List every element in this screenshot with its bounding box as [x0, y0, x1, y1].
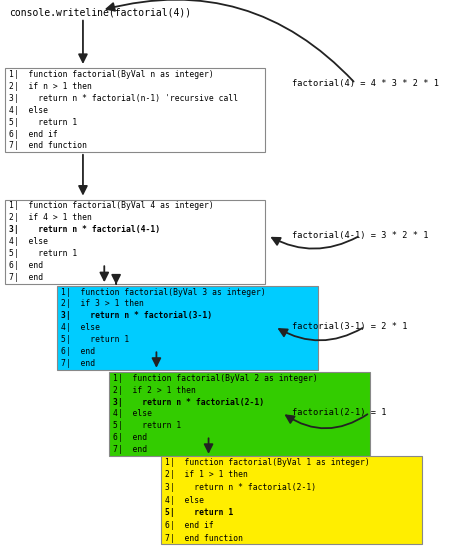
Bar	[5, 69, 265, 152]
Text: 2|  if n > 1 then: 2| if n > 1 then	[9, 82, 91, 91]
Text: 1|  function factorial(ByVal n as integer): 1| function factorial(ByVal n as integer…	[9, 70, 213, 79]
Text: 4|  else: 4| else	[113, 409, 152, 418]
Text: 2|  if 3 > 1 then: 2| if 3 > 1 then	[61, 300, 144, 309]
Text: 6|  end if: 6| end if	[165, 521, 214, 530]
Text: 4|  else: 4| else	[61, 324, 100, 333]
Text: 6|  end: 6| end	[9, 261, 43, 270]
Text: 4|  else: 4| else	[165, 496, 204, 505]
Text: 3|    return n * factorial(n-1) 'recursive call: 3| return n * factorial(n-1) 'recursive …	[9, 94, 237, 102]
Text: 2|  if 4 > 1 then: 2| if 4 > 1 then	[9, 213, 91, 222]
Text: 2|  if 2 > 1 then: 2| if 2 > 1 then	[113, 385, 196, 394]
Text: 3|    return n * factorial(3-1): 3| return n * factorial(3-1)	[61, 311, 212, 320]
Text: 5|    return 1: 5| return 1	[9, 118, 77, 126]
Text: factorial(4) = 4 * 3 * 2 * 1: factorial(4) = 4 * 3 * 2 * 1	[292, 79, 438, 88]
Text: 6|  end: 6| end	[61, 347, 95, 356]
Bar	[109, 372, 370, 456]
Text: 5|    return 1: 5| return 1	[113, 422, 181, 431]
Text: 2|  if 1 > 1 then: 2| if 1 > 1 then	[165, 470, 248, 479]
Text: 1|  function factorial(ByVal 3 as integer): 1| function factorial(ByVal 3 as integer…	[61, 287, 265, 296]
Text: 4|  else: 4| else	[9, 237, 47, 246]
Text: 3|    return n * factorial(4-1): 3| return n * factorial(4-1)	[9, 226, 160, 234]
Text: 1|  function factorial(ByVal 1 as integer): 1| function factorial(ByVal 1 as integer…	[165, 457, 370, 467]
Text: 5|    return 1: 5| return 1	[9, 249, 77, 258]
Text: 3|    return n * factorial(2-1): 3| return n * factorial(2-1)	[165, 483, 316, 492]
Text: 7|  end function: 7| end function	[9, 141, 87, 150]
Text: 7|  end: 7| end	[113, 445, 147, 455]
Bar	[161, 456, 422, 544]
Text: factorial(2-1) = 1: factorial(2-1) = 1	[292, 408, 386, 417]
Text: 6|  end if: 6| end if	[9, 130, 57, 139]
Text: factorial(3-1) = 2 * 1: factorial(3-1) = 2 * 1	[292, 322, 407, 331]
Bar	[57, 286, 318, 370]
Text: factorial(4-1) = 3 * 2 * 1: factorial(4-1) = 3 * 2 * 1	[292, 231, 428, 240]
Text: 3|    return n * factorial(2-1): 3| return n * factorial(2-1)	[113, 398, 264, 407]
Text: console.writeline(factorial(4)): console.writeline(factorial(4))	[9, 8, 191, 18]
Text: 5|    return 1: 5| return 1	[165, 508, 233, 517]
Bar	[5, 200, 265, 284]
Text: 1|  function factorial(ByVal 2 as integer): 1| function factorial(ByVal 2 as integer…	[113, 374, 318, 383]
Text: 1|  function factorial(ByVal 4 as integer): 1| function factorial(ByVal 4 as integer…	[9, 202, 213, 211]
Text: 7|  end: 7| end	[61, 359, 95, 368]
Text: 7|  end function: 7| end function	[165, 534, 243, 543]
Text: 5|    return 1: 5| return 1	[61, 335, 129, 344]
Text: 4|  else: 4| else	[9, 106, 47, 115]
Text: 7|  end: 7| end	[9, 273, 43, 282]
Text: 6|  end: 6| end	[113, 433, 147, 442]
